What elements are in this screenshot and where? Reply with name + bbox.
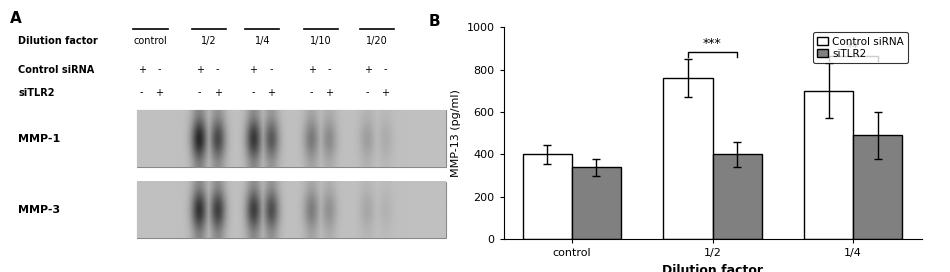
Bar bbox=[712, 154, 762, 239]
Text: Control siRNA: Control siRNA bbox=[18, 64, 95, 75]
Text: -: - bbox=[366, 88, 370, 98]
Text: 1/20: 1/20 bbox=[366, 36, 388, 47]
Text: +: + bbox=[308, 64, 315, 75]
Text: -: - bbox=[328, 64, 332, 75]
Bar bbox=[663, 78, 712, 239]
Text: MMP-1: MMP-1 bbox=[18, 134, 61, 144]
Text: +: + bbox=[326, 88, 333, 98]
Text: -: - bbox=[310, 88, 314, 98]
Text: +: + bbox=[138, 64, 145, 75]
Text: **: ** bbox=[847, 41, 860, 54]
Text: B: B bbox=[428, 14, 440, 29]
Text: -: - bbox=[216, 64, 219, 75]
Text: -: - bbox=[140, 88, 143, 98]
Text: ***: *** bbox=[703, 37, 722, 50]
Text: +: + bbox=[364, 64, 371, 75]
Text: siTLR2: siTLR2 bbox=[18, 88, 55, 98]
Text: -: - bbox=[198, 88, 201, 98]
Text: 1/4: 1/4 bbox=[255, 36, 270, 47]
Text: -: - bbox=[158, 64, 162, 75]
Text: A: A bbox=[10, 11, 21, 26]
Text: +: + bbox=[267, 88, 276, 98]
Text: +: + bbox=[196, 64, 203, 75]
Bar bbox=[804, 91, 853, 239]
Bar bbox=[137, 182, 446, 238]
Text: MMP-3: MMP-3 bbox=[18, 205, 61, 215]
Bar bbox=[572, 167, 621, 239]
Text: +: + bbox=[214, 88, 221, 98]
Bar bbox=[853, 135, 902, 239]
Y-axis label: MMP-13 (pg/ml): MMP-13 (pg/ml) bbox=[451, 89, 461, 177]
Text: Dilution factor: Dilution factor bbox=[18, 36, 98, 47]
Text: 1/2: 1/2 bbox=[200, 36, 217, 47]
X-axis label: Dilution factor: Dilution factor bbox=[662, 264, 763, 272]
Legend: Control siRNA, siTLR2: Control siRNA, siTLR2 bbox=[813, 32, 908, 63]
Text: -: - bbox=[384, 64, 388, 75]
Bar bbox=[522, 154, 572, 239]
Bar bbox=[137, 110, 446, 167]
Text: control: control bbox=[134, 36, 167, 47]
Text: -: - bbox=[270, 64, 273, 75]
Text: -: - bbox=[252, 88, 256, 98]
Text: +: + bbox=[382, 88, 390, 98]
Text: +: + bbox=[156, 88, 163, 98]
Text: +: + bbox=[250, 64, 257, 75]
Text: 1/10: 1/10 bbox=[310, 36, 332, 47]
